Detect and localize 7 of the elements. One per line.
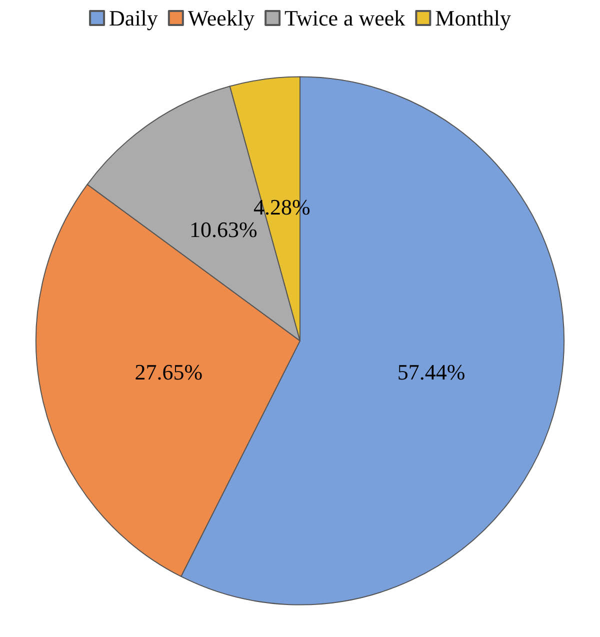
data-label: 57.44%	[397, 360, 466, 385]
legend-label: Daily	[109, 6, 158, 30]
legend-label: Twice a week	[284, 6, 406, 30]
legend-label: Monthly	[435, 6, 511, 30]
data-label: 10.63%	[190, 217, 258, 242]
data-label: 27.65%	[134, 360, 203, 385]
legend-label: Weekly	[188, 6, 255, 30]
